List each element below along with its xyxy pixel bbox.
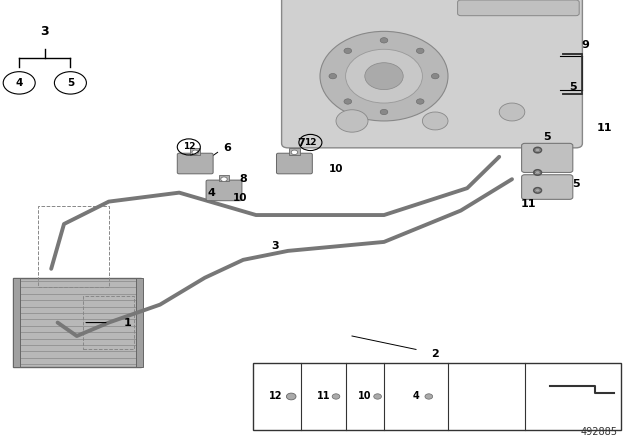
Text: 8: 8: [239, 174, 247, 184]
Circle shape: [417, 48, 424, 53]
FancyBboxPatch shape: [177, 153, 213, 174]
FancyBboxPatch shape: [282, 0, 582, 148]
Text: 1: 1: [124, 318, 132, 327]
FancyBboxPatch shape: [458, 0, 579, 16]
Ellipse shape: [425, 394, 433, 399]
Text: 10: 10: [233, 193, 247, 203]
Ellipse shape: [287, 393, 296, 400]
Bar: [253, 363, 621, 430]
Ellipse shape: [535, 149, 540, 151]
Circle shape: [221, 177, 227, 181]
FancyBboxPatch shape: [276, 153, 312, 174]
Circle shape: [336, 110, 368, 132]
Circle shape: [365, 63, 403, 90]
Bar: [190, 148, 200, 155]
Circle shape: [291, 150, 298, 155]
Bar: [289, 148, 300, 155]
Text: 3: 3: [40, 25, 49, 38]
Circle shape: [344, 48, 351, 53]
Text: 3: 3: [271, 241, 279, 251]
Text: 10: 10: [329, 164, 343, 174]
Ellipse shape: [332, 394, 340, 399]
Circle shape: [344, 99, 351, 104]
Bar: [83, 296, 134, 349]
Text: 5: 5: [569, 82, 577, 92]
Text: 11: 11: [520, 199, 536, 209]
Circle shape: [192, 150, 198, 155]
FancyBboxPatch shape: [206, 180, 242, 201]
Circle shape: [380, 38, 388, 43]
Bar: [13, 278, 20, 367]
Circle shape: [380, 109, 388, 115]
Bar: [136, 278, 143, 367]
Circle shape: [329, 73, 337, 79]
Bar: [13, 278, 141, 367]
Text: 12: 12: [304, 138, 317, 147]
Text: 4: 4: [413, 392, 419, 401]
Circle shape: [346, 49, 422, 103]
Text: 5: 5: [67, 78, 74, 88]
Text: 492885: 492885: [580, 427, 618, 437]
Ellipse shape: [535, 171, 540, 174]
Ellipse shape: [374, 394, 381, 399]
Ellipse shape: [535, 189, 540, 192]
Text: 6: 6: [223, 143, 231, 153]
Text: 4: 4: [15, 78, 23, 88]
Text: 11: 11: [597, 123, 612, 133]
Bar: [219, 175, 229, 181]
Text: 11: 11: [316, 392, 330, 401]
Text: 2: 2: [431, 349, 439, 359]
FancyBboxPatch shape: [522, 175, 573, 199]
Circle shape: [320, 31, 448, 121]
Text: 7: 7: [297, 138, 305, 148]
FancyBboxPatch shape: [522, 143, 573, 172]
Text: 9: 9: [582, 40, 589, 50]
Text: 12: 12: [182, 142, 195, 151]
Text: 5: 5: [572, 179, 580, 189]
Text: 5: 5: [543, 132, 551, 142]
Circle shape: [417, 99, 424, 104]
Circle shape: [431, 73, 439, 79]
Bar: [38, 206, 109, 287]
Circle shape: [499, 103, 525, 121]
Circle shape: [422, 112, 448, 130]
Text: 12: 12: [268, 392, 282, 401]
Text: 10: 10: [358, 392, 372, 401]
Text: 4: 4: [207, 188, 215, 198]
